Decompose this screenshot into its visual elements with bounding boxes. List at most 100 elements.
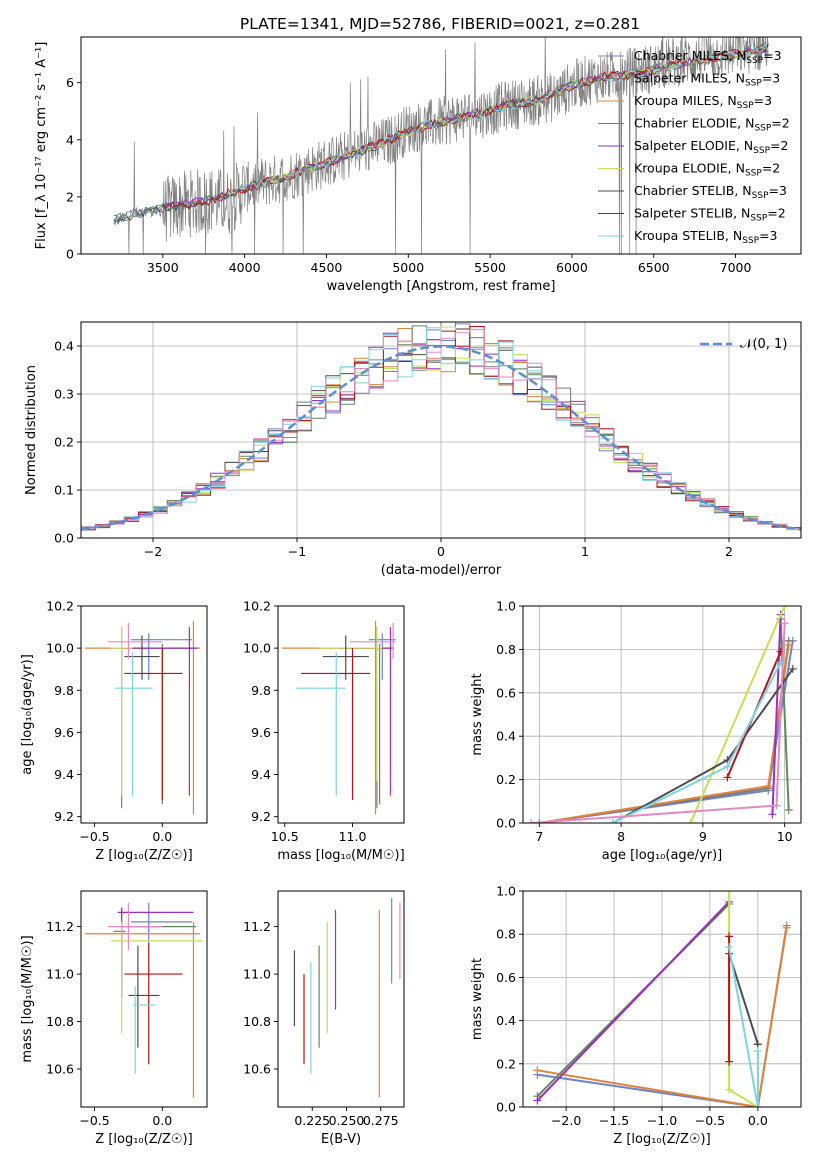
legend-label-3: Kroupa MILES, NSSP=3 <box>634 93 772 111</box>
model-line-9 <box>227 43 769 200</box>
error-point-6 <box>110 627 133 796</box>
x-tick-label: 6000 <box>556 260 588 275</box>
axes-frame <box>522 605 802 824</box>
y-axis-label: mass [log₁₀(M/M☉)] <box>20 935 35 1062</box>
chart-title: PLATE=1341, MJD=52786, FIBERID=0021, z=0… <box>240 15 640 33</box>
weight-series-6 <box>725 949 762 1049</box>
x-tick-label: 0.0 <box>748 1113 768 1128</box>
axes-3: −0.5 0.0 9.2 9.4 9.6 9.8 10.0 10.2 Z [log₁₀(Z/Z☉… <box>20 599 208 863</box>
x-tick-label: −2.0 <box>551 1113 581 1128</box>
x-tick-label: −1 <box>288 544 306 559</box>
y-tick-label: 0.4 <box>496 729 516 744</box>
y-tick-label: 10.6 <box>243 1062 271 1077</box>
y-tick-label: 10.6 <box>46 1062 74 1077</box>
weight-marker <box>784 641 793 650</box>
weight-marker <box>753 1046 762 1055</box>
axes-frame <box>277 605 405 824</box>
axes-frame <box>277 890 405 1108</box>
weight-marker <box>723 773 732 782</box>
x-tick-label: 11.0 <box>339 829 367 844</box>
y-tick-label: 9.4 <box>251 767 271 782</box>
error-point-3 <box>282 620 383 815</box>
weight-series-3 <box>535 641 793 823</box>
weight-marker <box>686 819 695 823</box>
x-tick-label: −0.5 <box>79 829 109 844</box>
weight-marker <box>723 762 732 771</box>
y-axis-label: Flux [f_λ 10⁻¹⁷ erg cm⁻² s⁻¹ A⁻¹] <box>34 42 49 250</box>
legend-label-8: Salpeter STELIB, NSSP=2 <box>634 206 786 224</box>
plot-area <box>527 606 797 823</box>
error-point-9 <box>295 652 346 796</box>
legend-label-6: Kroupa ELODIE, NSSP=2 <box>634 161 780 179</box>
y-tick-label: 9.2 <box>251 809 271 824</box>
y-tick-label: 9.8 <box>251 683 271 698</box>
y-tick-label: 2 <box>66 189 74 204</box>
weight-line <box>779 618 790 811</box>
x-tick-label: 0.250 <box>329 1113 365 1128</box>
model-line-7 <box>113 43 769 223</box>
y-tick-label: 0.6 <box>496 685 516 700</box>
y-tick-label: 10.2 <box>243 599 271 614</box>
weight-line <box>689 606 786 823</box>
axes-6: −0.5 0.0 10.6 10.8 11.0 11.2 Z [log₁₀(Z/Z☉)] ma… <box>20 890 208 1147</box>
x-tick-label: 0.275 <box>363 1113 399 1128</box>
legend-label-4: Chabrier ELODIE, NSSP=2 <box>634 116 790 134</box>
weight-marker <box>772 801 781 810</box>
error-point-2 <box>113 926 126 979</box>
legend-label-9: Kroupa STELIB, NSSP=3 <box>634 228 778 246</box>
weight-marker <box>725 1085 734 1094</box>
x-tick-label: 5000 <box>392 260 424 275</box>
y-tick-label: 9.4 <box>54 767 74 782</box>
weight-series-8 <box>725 943 762 1107</box>
error-point-10 <box>108 902 163 951</box>
x-tick-label: 10.5 <box>271 829 299 844</box>
y-tick-label: 10.0 <box>243 641 271 656</box>
x-tick-label: −0.5 <box>695 1113 725 1128</box>
x-tick-label: 5500 <box>474 260 506 275</box>
y-tick-label: 1.0 <box>496 884 516 899</box>
error-point-2 <box>113 627 126 809</box>
legend-label-7: Chabrier STELIB, NSSP=3 <box>634 183 787 201</box>
y-tick-label: 9.8 <box>54 683 74 698</box>
x-tick-label: 0 <box>437 544 445 559</box>
x-tick-label: 0.0 <box>152 829 172 844</box>
error-point-7 <box>128 945 160 1048</box>
legend-gaussian-label: 𝒩(0, 1) <box>740 337 787 352</box>
error-point-5 <box>121 627 198 796</box>
weight-line <box>539 640 794 823</box>
axes-frame <box>80 890 208 1108</box>
y-axis-label: mass weight <box>470 673 485 755</box>
weight-marker <box>764 782 773 791</box>
weight-line <box>537 927 788 1107</box>
x-tick-label: 3500 <box>147 260 179 275</box>
y-tick-label: 0.4 <box>496 1013 516 1028</box>
x-axis-label: Z [log₁₀(Z/Z☉)] <box>613 1132 710 1147</box>
legend: Chabrier MILES, NSSP=3 Salpeter MILES, NS… <box>598 48 790 246</box>
y-tick-label: 10.2 <box>46 599 74 614</box>
weight-series-9 <box>608 658 785 823</box>
error-point-8 <box>124 943 183 1065</box>
y-tick-label: 0.6 <box>496 970 516 985</box>
x-tick-label: −1.0 <box>647 1113 677 1128</box>
y-axis-label: mass weight <box>470 958 485 1040</box>
y-tick-label: 6 <box>66 75 74 90</box>
y-tick-label: 11.2 <box>243 919 271 934</box>
x-axis-label: age [log₁₀(age/yr)] <box>602 848 723 863</box>
weight-marker <box>533 1096 542 1105</box>
weight-line <box>771 614 782 815</box>
x-tick-label: 7000 <box>720 260 752 275</box>
y-tick-label: 0.8 <box>496 927 516 942</box>
error-point-9 <box>114 652 153 796</box>
weight-marker <box>725 943 734 952</box>
weight-series-1 <box>535 636 797 823</box>
weight-marker <box>788 664 797 673</box>
legend-label-1: Chabrier MILES, NSSP=3 <box>634 48 782 66</box>
error-point-8 <box>301 648 371 800</box>
y-tick-label: 0.2 <box>54 435 74 450</box>
error-point-5 <box>338 627 394 796</box>
error-point-6 <box>318 627 383 781</box>
y-tick-label: 0.4 <box>54 339 74 354</box>
gaussian-curve <box>81 345 801 531</box>
error-point-1 <box>131 902 193 946</box>
